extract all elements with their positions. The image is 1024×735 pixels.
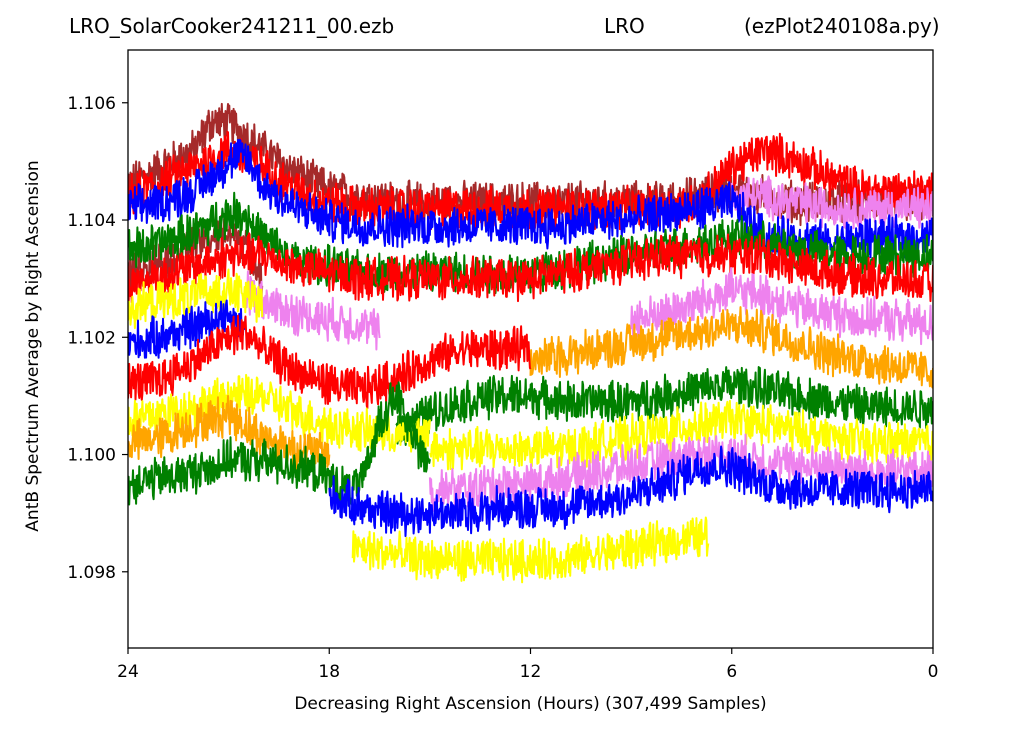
series-line-19: [128, 381, 431, 509]
x-tick-label: 12: [520, 662, 542, 682]
y-tick-label: 1.102: [67, 328, 116, 348]
x-tick-label: 6: [726, 662, 737, 682]
series-line-21: [351, 516, 710, 584]
series-line-9: [630, 267, 933, 346]
x-tick-label: 24: [117, 662, 139, 682]
x-tick-label: 18: [318, 662, 340, 682]
series-line-14: [395, 366, 933, 446]
series-line-11: [128, 299, 247, 359]
series-line-13: [128, 314, 532, 410]
y-tick-label: 1.100: [67, 446, 116, 466]
series-line-7: [128, 232, 933, 306]
series-line-17: [429, 399, 933, 471]
series-line-1: [128, 102, 933, 227]
axis-layer: 24 18 12 6 0 1.098 1.100 1.102 1.104 1.106: [67, 94, 938, 682]
series-line-20: [328, 445, 933, 538]
series-layer: [128, 102, 933, 584]
chart-title-script: (ezPlot240108a.py): [744, 14, 940, 38]
y-axis-label: AntB Spectrum Average by Right Ascension: [23, 160, 43, 532]
chart-title-station: LRO: [604, 14, 645, 38]
series-line-16: [128, 394, 331, 475]
x-axis-label: Decreasing Right Ascension (Hours) (307,…: [294, 694, 767, 714]
series-line-18: [428, 433, 933, 512]
series-line-8: [244, 270, 381, 351]
series-line-12: [529, 306, 933, 389]
x-tick-label: 0: [928, 662, 939, 682]
y-tick-label: 1.098: [67, 563, 116, 583]
series-line-3: [730, 175, 933, 231]
y-tick-label: 1.106: [67, 94, 116, 114]
chart-title-filename: LRO_SolarCooker241211_00.ezb: [69, 14, 395, 38]
y-tick-label: 1.104: [67, 211, 116, 231]
series-line-10: [128, 268, 264, 330]
series-line-2: [128, 130, 933, 232]
